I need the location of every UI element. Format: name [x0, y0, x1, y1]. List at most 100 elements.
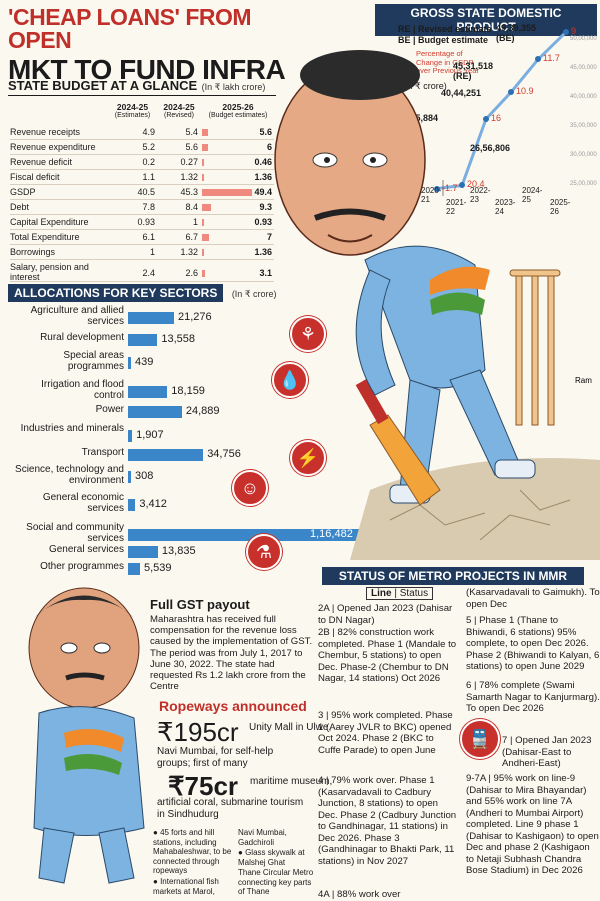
water-drop-icon: 💧: [272, 362, 308, 398]
gsdp-title: GROSS STATE DOMESTIC PRODUCT: [375, 4, 597, 36]
budget-row: GSDP 40.5 45.3 49.4: [10, 185, 274, 200]
gsdp-year: 2020-21: [421, 186, 442, 204]
gst-body: Maharashtra has received full compensati…: [150, 614, 313, 693]
budget-bar-2025-26: [202, 189, 252, 196]
budget-bar-2025-26: [202, 219, 204, 226]
sector-label: Other programmes: [40, 561, 124, 572]
sectors-title: ALLOCATIONS FOR KEY SECTORS: [8, 284, 224, 302]
metro-line-4a: 4A | 88% work over: [318, 889, 401, 900]
power-bolt-icon: ⚡: [290, 440, 326, 476]
metro-title: STATUS OF METRO PROJECTS IN MMR: [322, 567, 584, 585]
budget-row: Borrowings 1 1.32 1.36: [10, 245, 274, 260]
metro-line-4a-cont: (Kasarvadavali to Gaimukh). To open Dec: [466, 587, 600, 610]
sector-value: 21,276: [178, 311, 212, 323]
ropeway-bullet-3: ● Glass skywalk at Malshej Ghat: [238, 848, 305, 867]
tricolor-stripe: [430, 266, 490, 295]
left-eye-r: [93, 642, 111, 654]
metro-header: Line | Status: [366, 587, 434, 600]
ropeway-bullet-1: ● 45 forts and hill stations, including …: [153, 828, 232, 875]
gsdp-line: [436, 31, 568, 191]
budget-bar-2025-26: [202, 144, 209, 151]
budget-value-be: 0.93: [254, 217, 272, 227]
gsdp-pct: 10.9: [516, 86, 534, 97]
ropeway-bullet-4: Thane Circular Metro connecting key part…: [238, 868, 314, 896]
ropeway-desc-1b: Navi Mumbai, for self-help groups; first…: [157, 746, 274, 769]
sector-bar: [128, 406, 182, 418]
metro-line-5: 5 | Phase 1 (Thane to Bhiwandi, 6 statio…: [466, 615, 600, 672]
sector-label: Rural development: [40, 332, 124, 343]
sector-bar: [128, 449, 204, 461]
budget-value-rev: 2.6: [185, 268, 198, 278]
budget-value-est: 7.8: [142, 202, 155, 212]
gsdp-point: [563, 29, 569, 36]
budget-value-be: 9.3: [259, 202, 272, 212]
legend-be: BE | Budget estimate: [398, 35, 489, 45]
sector-value: 13,558: [161, 333, 195, 345]
sector-label: General economic services: [42, 492, 124, 514]
science-flask-icon: ⚗: [246, 534, 282, 570]
gsdp-grid-label: 35,00,000: [570, 123, 597, 129]
sector-label: Irrigation and flood control: [41, 379, 124, 401]
mouth: [327, 234, 373, 243]
gsdp-grid-label: 40,00,000: [570, 94, 597, 100]
left-hair: [34, 595, 134, 618]
budget-row: Revenue deficit 0.2 0.27 0.46: [10, 155, 274, 170]
batsman-arm: [355, 269, 396, 396]
sector-bar: [128, 499, 136, 511]
gsdp-grid-label: 25,00,000: [570, 181, 597, 187]
budget-row: Fiscal deficit 1.1 1.32 1.36: [10, 170, 274, 185]
budget-value-rev: 1.32: [180, 247, 198, 257]
budget-col2-header: 2024-25 (Revised): [163, 102, 195, 119]
left-tricolor-green: [64, 754, 122, 775]
ropeway-desc-1a: Unity Mall in Ulwe,: [249, 722, 332, 733]
sector-label: Transport: [81, 447, 124, 458]
gsdp-point: [483, 115, 489, 122]
budget-value-be: 7: [266, 232, 272, 242]
budget-divider: [8, 95, 276, 96]
gsdp-point: [508, 89, 514, 96]
sector-value: 24,889: [185, 405, 220, 417]
budget-bar-2025-26: [202, 234, 210, 241]
budget-bar-2025-26: [202, 204, 212, 211]
budget-col1-header: 2024-25 (Estimates): [114, 102, 151, 119]
bat-handle: [355, 379, 389, 425]
budget-value-rev: 8.4: [185, 202, 198, 212]
metro-line-6: 6 | 78% complete (Swami Samarth Nagar to…: [466, 680, 600, 714]
metro-line-2a: 2A | Opened Jan 2023 (Dahisar to DN Naga…: [318, 603, 453, 626]
budget-row: Revenue expenditure 5.2 5.6 6: [10, 140, 274, 155]
sector-bar: [128, 312, 175, 324]
gsdp-grid-label: 45,00,000: [570, 65, 597, 71]
budget-value-be: 49.4: [254, 187, 272, 197]
budget-value-est: 1.1: [142, 172, 155, 182]
shoe-right: [494, 459, 536, 479]
ropeways-title: Ropeways announced: [159, 698, 307, 714]
sector-value: 1,16,482: [310, 528, 353, 540]
sector-bar: [128, 529, 380, 541]
budget-value-be: 5.6: [259, 127, 272, 137]
budget-bar-2025-26: [202, 174, 204, 181]
sector-value: 439: [135, 356, 154, 368]
gsdp-point: [535, 56, 541, 63]
budget-value-be: 0.46: [254, 157, 272, 167]
sector-label: Science, technology and environment: [15, 464, 124, 486]
metro-line-7: 7 | Opened Jan 2023 (Dahisar-East to And…: [502, 735, 592, 769]
sector-label: Social and community services: [26, 522, 124, 544]
budget-title: STATE BUDGET AT A GLANCE: [8, 78, 198, 93]
budget-row-label: Revenue expenditure: [10, 142, 96, 152]
headline-line2: MKT TO FUND INFRA: [8, 54, 286, 85]
gsdp-value: 45,31,518 (RE): [453, 61, 494, 81]
sector-value: 5,539: [143, 562, 172, 574]
gsdp-pct: 16: [491, 112, 502, 123]
metro-panel: STATUS OF METRO PROJECTS IN MMR Line | S…: [314, 565, 600, 900]
budget-row-label: Total Expenditure: [10, 232, 80, 242]
budget-value-rev: 0.27: [180, 157, 198, 167]
budget-value-est: 1: [149, 247, 155, 257]
budget-row: Capital Expenditure 0.93 1 0.93: [10, 215, 274, 230]
budget-value-est: 0.2: [142, 157, 155, 167]
budget-value-be: 1.36: [254, 247, 272, 257]
headline: 'CHEAP LOANS' FROM OPEN MKT TO FUND INFR…: [8, 6, 308, 84]
sector-value: 13,835: [161, 545, 196, 557]
sector-bar: [128, 386, 168, 398]
sector-label: Power: [95, 404, 124, 415]
sector-value: 18,159: [171, 385, 205, 397]
